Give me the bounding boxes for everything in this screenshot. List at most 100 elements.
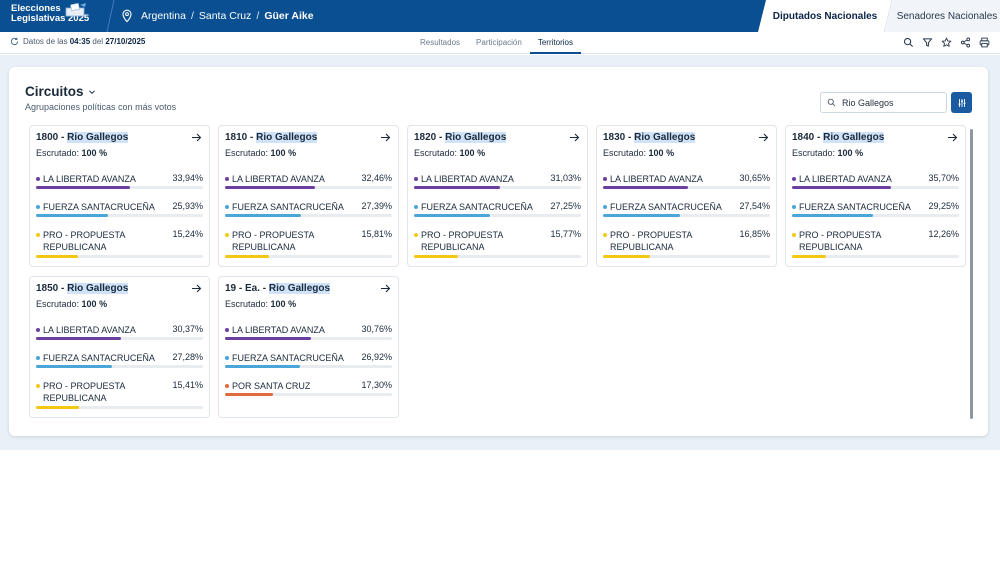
- escrutado-label: Escrutado:: [603, 148, 647, 158]
- arrow-right-icon[interactable]: [569, 132, 580, 143]
- panel-title-text: Circuitos: [25, 84, 84, 99]
- party-bar-track: [36, 406, 203, 409]
- party-bar-track: [603, 186, 770, 189]
- party-percentage: 15,81%: [361, 229, 392, 239]
- tab-participacion[interactable]: Participación: [476, 38, 522, 47]
- arrow-right-icon[interactable]: [380, 283, 391, 294]
- party-bar-track: [414, 255, 581, 258]
- party-bar-track: [414, 186, 581, 189]
- breadcrumb-separator: /: [190, 10, 194, 22]
- party-bar-fill: [792, 186, 892, 189]
- party-bar-track: [225, 337, 392, 340]
- party-row: LA LIBERTAD AVANZA 30,65%: [603, 173, 770, 193]
- party-name: FUERZA SANTACRUCEÑA: [610, 202, 722, 212]
- party-bar-fill: [36, 406, 79, 409]
- circuit-code: 1850: [36, 283, 59, 294]
- breadcrumb-argentina[interactable]: Argentina: [141, 10, 186, 22]
- tab-senadores[interactable]: Senadores Nacionales: [884, 0, 1000, 32]
- arrow-right-icon[interactable]: [758, 132, 769, 143]
- elecciones-logo[interactable]: Elecciones Legislativas 2025: [11, 3, 93, 28]
- logo-line2: Legislativas 2025: [11, 13, 90, 24]
- party-name: LA LIBERTAD AVANZA: [799, 174, 892, 184]
- party-color-dot: [414, 177, 418, 181]
- party-bar-fill: [225, 393, 274, 396]
- escrutado-line: Escrutado: 100 %: [225, 148, 296, 158]
- location-pin-icon: [122, 9, 132, 23]
- circuit-card[interactable]: 1840 - Rio Gallegos Escrutado: 100 % LA LI…: [785, 125, 966, 267]
- party-color-dot: [225, 205, 229, 209]
- search-box[interactable]: [820, 92, 947, 113]
- party-bar-fill: [414, 214, 490, 217]
- update-info: Datos de las 04:35 del 27/10/2025: [10, 37, 145, 46]
- scrollbar[interactable]: [970, 129, 973, 419]
- circuit-name: Rio Gallegos: [634, 132, 696, 143]
- party-percentage: 33,94%: [172, 173, 203, 183]
- party-color-dot: [225, 328, 229, 332]
- arrow-right-icon[interactable]: [191, 283, 202, 294]
- search-input[interactable]: [842, 97, 942, 108]
- party-name: PRO - PROPUESTA REPUBLICANA: [43, 381, 125, 403]
- sliders-icon: [958, 98, 965, 107]
- print-icon[interactable]: [979, 37, 990, 48]
- arrow-right-icon[interactable]: [380, 132, 391, 143]
- party-percentage: 15,41%: [172, 380, 203, 390]
- party-bar-track: [225, 393, 392, 396]
- party-name: FUERZA SANTACRUCEÑA: [43, 202, 155, 212]
- party-percentage: 12,26%: [928, 229, 959, 239]
- breadcrumb-santa-cruz[interactable]: Santa Cruz: [198, 10, 252, 22]
- circuit-title: 1820 - Rio Gallegos: [414, 132, 507, 143]
- chevron-down-icon[interactable]: [88, 88, 96, 96]
- party-color-dot: [36, 177, 40, 181]
- escrutado-label: Escrutado:: [36, 148, 80, 158]
- party-bar-track: [36, 255, 203, 258]
- star-icon[interactable]: [941, 37, 952, 48]
- circuit-title: 1800 - Rio Gallegos: [36, 132, 129, 143]
- search-icon: [827, 98, 836, 107]
- party-bar-fill: [225, 365, 300, 368]
- circuit-card[interactable]: 1800 - Rio Gallegos Escrutado: 100 % LA LI…: [29, 125, 210, 267]
- circuit-name: Rio Gallegos: [823, 132, 885, 143]
- party-color-dot: [603, 205, 607, 209]
- party-name: FUERZA SANTACRUCEÑA: [421, 202, 533, 212]
- arrow-right-icon[interactable]: [947, 132, 958, 143]
- party-percentage: 30,65%: [739, 173, 770, 183]
- party-row: FUERZA SANTACRUCEÑA 27,39%: [225, 201, 392, 221]
- party-color-dot: [603, 177, 607, 181]
- circuit-card[interactable]: 1830 - Rio Gallegos Escrutado: 100 % LA LI…: [596, 125, 777, 267]
- update-time: 04:35: [69, 37, 91, 46]
- party-percentage: 27,54%: [739, 201, 770, 211]
- tab-territorios[interactable]: Territorios: [529, 32, 581, 54]
- tab-diputados[interactable]: Diputados Nacionales: [758, 0, 892, 32]
- share-icon[interactable]: [960, 37, 971, 48]
- circuit-title: 1810 - Rio Gallegos: [225, 132, 318, 143]
- party-bar-fill: [792, 255, 827, 258]
- circuit-card[interactable]: 1850 - Rio Gallegos Escrutado: 100 % LA LI…: [29, 276, 210, 418]
- arrow-right-icon[interactable]: [191, 132, 202, 143]
- filter-icon[interactable]: [922, 37, 933, 48]
- escrutado-label: Escrutado:: [225, 148, 269, 158]
- search-icon[interactable]: [903, 37, 914, 48]
- party-name: PRO - PROPUESTA REPUBLICANA: [232, 230, 314, 252]
- party-percentage: 29,25%: [928, 201, 959, 211]
- party-bar-track: [792, 255, 959, 258]
- party-bar-track: [792, 186, 959, 189]
- party-name: LA LIBERTAD AVANZA: [610, 174, 703, 184]
- party-row: PRO - PROPUESTA REPUBLICANA 15,81%: [225, 229, 392, 261]
- tab-resultados[interactable]: Resultados: [420, 38, 461, 47]
- party-color-dot: [225, 384, 229, 388]
- party-name: PRO - PROPUESTA REPUBLICANA: [43, 230, 125, 252]
- filter-settings-button[interactable]: [951, 92, 972, 113]
- panel-title[interactable]: Circuitos: [25, 84, 96, 99]
- party-row: FUERZA SANTACRUCEÑA 27,54%: [603, 201, 770, 221]
- escrutado-line: Escrutado: 100 %: [36, 148, 107, 158]
- party-percentage: 27,39%: [361, 201, 392, 211]
- party-name: PRO - PROPUESTA REPUBLICANA: [421, 230, 503, 252]
- circuit-card[interactable]: 1810 - Rio Gallegos Escrutado: 100 % LA LI…: [218, 125, 399, 267]
- party-name: FUERZA SANTACRUCEÑA: [43, 353, 155, 363]
- party-bar-track: [36, 337, 203, 340]
- circuit-card[interactable]: 1820 - Rio Gallegos Escrutado: 100 % LA LI…: [407, 125, 588, 267]
- party-color-dot: [36, 384, 40, 388]
- party-bar-fill: [603, 186, 689, 189]
- circuit-card[interactable]: 19 - Ea. - Rio Gallegos Escrutado: 100 % L…: [218, 276, 399, 418]
- party-percentage: 27,25%: [550, 201, 581, 211]
